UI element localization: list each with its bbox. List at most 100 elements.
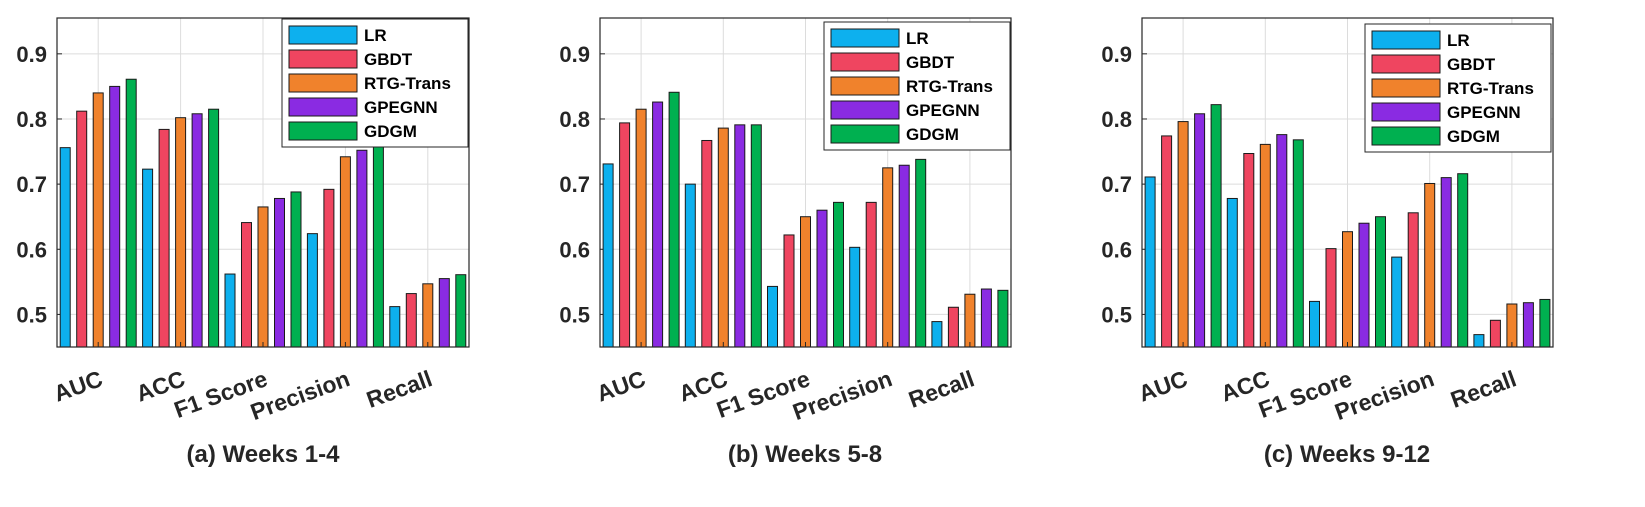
legend-swatch-gpegnn (1371, 102, 1441, 122)
bar-gdgm-auc (125, 78, 137, 348)
bar-gbdt-auc (1161, 135, 1173, 348)
bar-lr-recall (389, 306, 401, 348)
legend-label-rtg-trans: RTG-Trans (906, 77, 993, 96)
legend-swatch-lr (830, 28, 900, 48)
legend-swatch-gdgm (288, 121, 358, 141)
bar-gdgm-acc (750, 124, 762, 348)
bar-rtg-trans-f1-score (1342, 231, 1353, 348)
bar-rtg-trans-auc (635, 108, 647, 348)
bar-gpegnn-acc (191, 113, 203, 348)
bar-rtg-trans-precision (1424, 182, 1436, 348)
bar-gpegnn-recall (438, 278, 450, 348)
legend-swatch-gpegnn (288, 97, 358, 117)
bar-gbdt-acc (701, 139, 713, 348)
bar-gbdt-auc (76, 110, 88, 348)
legend: LR GBDT RTG-Trans GPEGNN GDGM (1364, 23, 1552, 153)
bar-rtg-trans-acc (175, 117, 187, 348)
legend-swatch-rtg-trans (288, 73, 358, 93)
legend-label-gpegnn: GPEGNN (1447, 103, 1521, 122)
y-tick-label: 0.9 (1101, 42, 1132, 67)
bar-gdgm-auc (1210, 104, 1222, 348)
legend-label-lr: LR (906, 29, 929, 48)
bar-gbdt-f1-score (241, 222, 252, 348)
legend-label-rtg-trans: RTG-Trans (1447, 79, 1534, 98)
bar-lr-f1-score (224, 273, 236, 348)
bar-lr-precision (306, 233, 318, 348)
y-tick-label: 0.5 (1101, 302, 1132, 327)
chart-title: (b) Weeks 5-8 (728, 441, 882, 468)
legend-swatch-gdgm (1371, 126, 1441, 146)
bar-lr-f1-score (767, 285, 778, 348)
y-tick-label: 0.8 (1101, 107, 1132, 132)
bar-gpegnn-f1-score (816, 209, 828, 348)
bar-rtg-trans-precision (339, 156, 351, 348)
bar-gbdt-auc (619, 122, 631, 348)
bar-gpegnn-acc (734, 124, 746, 348)
legend-label-gdgm: GDGM (364, 122, 417, 141)
bar-lr-recall (1473, 334, 1485, 348)
bar-lr-f1-score (1309, 300, 1320, 348)
y-tick-label: 0.8 (16, 107, 47, 132)
legend-label-lr: LR (1447, 31, 1470, 50)
bar-rtg-trans-f1-score (800, 216, 811, 348)
bar-lr-acc (684, 183, 696, 348)
bar-rtg-trans-recall (1506, 303, 1518, 348)
bar-rtg-trans-recall (964, 293, 976, 348)
bar-gpegnn-f1-score (1358, 222, 1370, 348)
bar-gpegnn-f1-score (274, 197, 285, 348)
legend-swatch-gdgm (830, 124, 900, 144)
x-tick-label-recall: Recall (1447, 365, 1520, 413)
legend-label-gbdt: GBDT (906, 53, 955, 72)
bar-rtg-trans-acc (717, 127, 729, 348)
bar-rtg-trans-precision (882, 167, 894, 348)
bar-gdgm-acc (1292, 139, 1304, 348)
legend-label-gbdt: GBDT (364, 50, 413, 69)
y-tick-label: 0.9 (559, 42, 590, 67)
legend-swatch-gbdt (288, 49, 358, 69)
legend-swatch-gbdt (1371, 54, 1441, 74)
bar-gbdt-precision (1407, 212, 1419, 348)
legend-swatch-gbdt (830, 52, 900, 72)
legend: LR GBDT RTG-Trans GPEGNN GDGM (823, 21, 1011, 151)
axes-frame (599, 17, 1012, 348)
legend-label-lr: LR (364, 26, 387, 45)
bar-gdgm-f1-score (833, 201, 844, 348)
bar-gpegnn-precision (898, 164, 910, 348)
bar-gdgm-recall (997, 289, 1009, 348)
bar-rtg-trans-auc (1177, 121, 1189, 348)
bar-lr-precision (1391, 256, 1403, 348)
legend-label-gdgm: GDGM (906, 125, 959, 144)
legend-label-gpegnn: GPEGNN (364, 98, 438, 117)
legend: LR GBDT RTG-Trans GPEGNN GDGM (281, 18, 469, 148)
bar-gdgm-acc (208, 108, 220, 348)
bar-gbdt-precision (865, 201, 877, 348)
bar-gdgm-f1-score (1375, 216, 1386, 348)
bar-gdgm-recall (1539, 298, 1551, 348)
bar-gpegnn-auc (652, 101, 664, 348)
bar-gdgm-auc (668, 91, 680, 348)
bar-gpegnn-auc (109, 85, 121, 348)
bar-lr-auc (59, 147, 71, 348)
bar-gdgm-precision (1457, 173, 1469, 348)
bar-rtg-trans-f1-score (257, 206, 269, 348)
x-tick-label-recall: Recall (363, 365, 436, 413)
bar-lr-recall (931, 321, 943, 348)
bar-gpegnn-precision (1440, 177, 1452, 348)
legend-label-rtg-trans: RTG-Trans (364, 74, 451, 93)
legend-label-gbdt: GBDT (1447, 55, 1496, 74)
bar-gpegnn-recall (980, 288, 992, 348)
legend-label-gpegnn: GPEGNN (906, 101, 980, 120)
y-tick-label: 0.5 (16, 302, 47, 327)
legend-swatch-lr (1371, 30, 1441, 50)
y-tick-label: 0.6 (1101, 237, 1132, 262)
bar-gpegnn-recall (1522, 302, 1534, 348)
bar-gdgm-f1-score (290, 191, 302, 348)
y-tick-label: 0.5 (559, 302, 590, 327)
legend-swatch-rtg-trans (1371, 78, 1441, 98)
axes-frame (56, 17, 470, 348)
bar-gbdt-acc (158, 128, 170, 348)
bar-rtg-trans-recall (422, 283, 434, 348)
legend-swatch-rtg-trans (830, 76, 900, 96)
bar-gpegnn-precision (356, 149, 368, 348)
